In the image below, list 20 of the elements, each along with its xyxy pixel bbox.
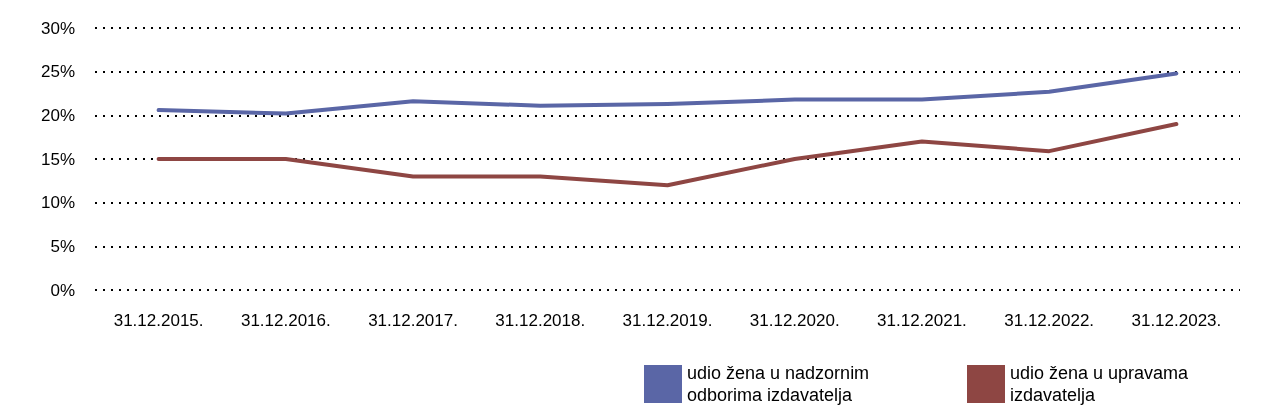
y-tick-label: 25%: [40, 62, 75, 82]
y-tick-label: 20%: [40, 105, 75, 125]
x-tick-label: 31.12.2023.: [1131, 311, 1222, 330]
legend-label: udio žena u nadzornim odborima izdavatelja: [687, 363, 875, 405]
x-tick-label: 31.12.2015.: [113, 311, 204, 330]
line-series: [156, 71, 1179, 116]
x-tick-label: 31.12.2022.: [1004, 311, 1095, 330]
y-tick-label: 30%: [40, 18, 75, 38]
x-tick-label: 31.12.2018.: [495, 311, 586, 330]
line-series: [156, 122, 1179, 188]
x-tick-label: 31.12.2020.: [749, 311, 840, 330]
y-tick-label: 5%: [50, 236, 75, 256]
x-tick-label: 31.12.2016.: [240, 311, 331, 330]
legend-label: udio žena u upravama izdavatelja: [1010, 363, 1194, 405]
y-tick-label: 0%: [50, 280, 75, 300]
x-tick-label: 31.12.2021.: [877, 311, 967, 330]
x-tick-label: 31.12.2017.: [368, 311, 458, 330]
x-tick-label: 31.12.2019.: [622, 311, 713, 330]
y-tick-label: 15%: [40, 149, 75, 169]
y-tick-label: 10%: [40, 193, 75, 213]
